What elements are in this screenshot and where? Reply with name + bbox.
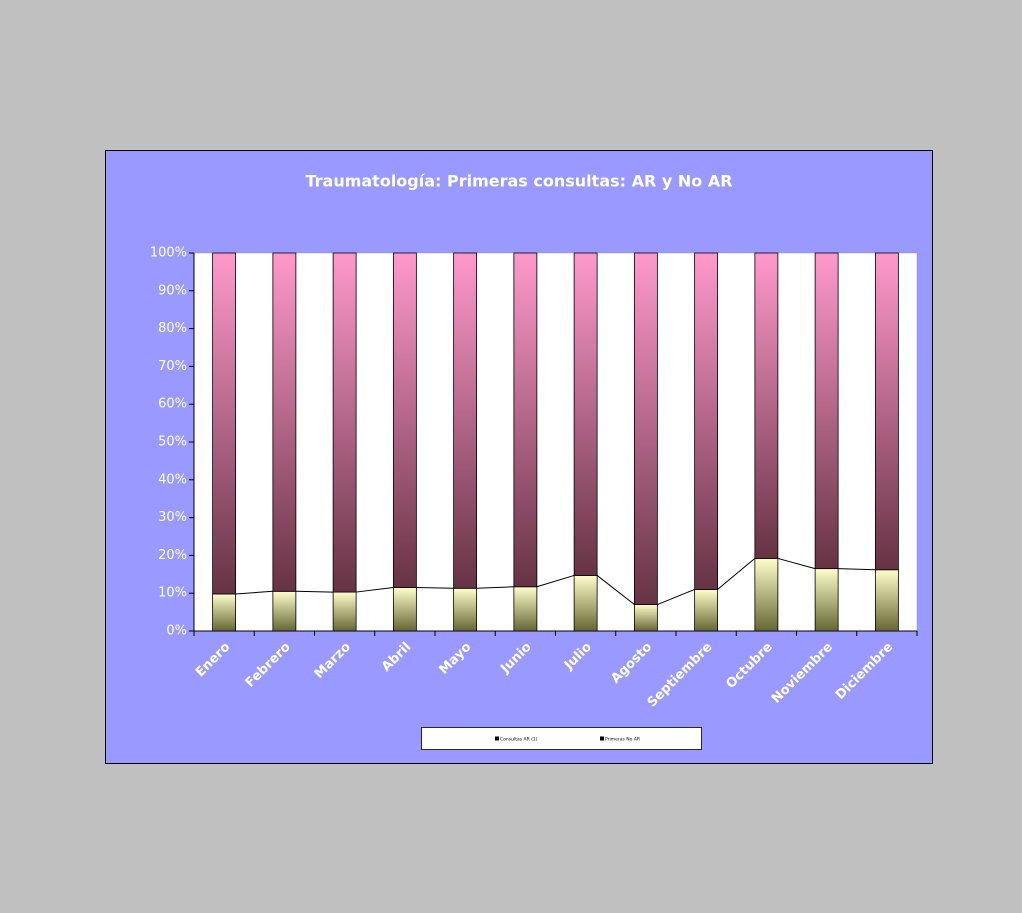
chart-title: Traumatología: Primeras consultas: AR y … bbox=[305, 172, 732, 191]
bar-segment bbox=[453, 587, 478, 632]
series-line bbox=[838, 568, 876, 571]
legend bbox=[421, 727, 702, 750]
series-line bbox=[777, 557, 816, 570]
y-tick-label: 80% bbox=[158, 321, 187, 336]
bar-segment bbox=[814, 252, 839, 570]
y-tick-label: 90% bbox=[158, 283, 187, 298]
bar-segment bbox=[332, 252, 357, 593]
series-line bbox=[356, 587, 394, 593]
y-tick-label: 60% bbox=[158, 397, 187, 412]
bar-segment bbox=[754, 252, 779, 559]
legend-marker bbox=[495, 736, 499, 741]
series-line bbox=[717, 558, 756, 590]
plot-area bbox=[193, 252, 918, 632]
bar-segment bbox=[573, 252, 598, 576]
legend-label: Consultas AR (1) bbox=[500, 737, 538, 743]
bar-segment bbox=[573, 575, 598, 632]
bar-segment bbox=[814, 568, 839, 632]
series-line bbox=[235, 590, 273, 595]
y-tick-label: 0% bbox=[166, 624, 187, 639]
bar-segment bbox=[694, 252, 719, 590]
bar-segment bbox=[633, 604, 658, 632]
bar-segment bbox=[272, 590, 297, 632]
series-line bbox=[536, 574, 575, 588]
y-tick-label: 30% bbox=[158, 510, 187, 525]
y-tick-label: 10% bbox=[158, 586, 187, 601]
series-line bbox=[295, 590, 334, 593]
bar-segment bbox=[513, 252, 538, 588]
bar-segment bbox=[212, 252, 237, 595]
bar-segment bbox=[754, 558, 779, 632]
series-line bbox=[476, 586, 514, 589]
bar-segment bbox=[272, 252, 297, 592]
bar-segment bbox=[694, 589, 719, 632]
bar-segment bbox=[332, 591, 357, 632]
series-line bbox=[657, 588, 695, 606]
legend-marker bbox=[600, 736, 604, 741]
bar-segment bbox=[633, 252, 658, 605]
bar-segment bbox=[874, 252, 899, 571]
series-line bbox=[596, 575, 635, 605]
legend-label: Primeras No AR bbox=[605, 737, 640, 743]
y-tick-label: 100% bbox=[150, 246, 187, 261]
bar-segment bbox=[392, 252, 417, 588]
y-tick-label: 70% bbox=[158, 359, 187, 374]
series-line bbox=[416, 587, 454, 589]
bar-segment bbox=[392, 587, 417, 632]
bar-segment bbox=[212, 593, 237, 632]
y-tick-label: 50% bbox=[158, 435, 187, 450]
y-tick-label: 20% bbox=[158, 548, 187, 563]
bar-segment bbox=[874, 569, 899, 632]
bar-segment bbox=[453, 252, 478, 589]
bar-segment bbox=[513, 586, 538, 632]
y-tick-label: 40% bbox=[158, 472, 187, 487]
